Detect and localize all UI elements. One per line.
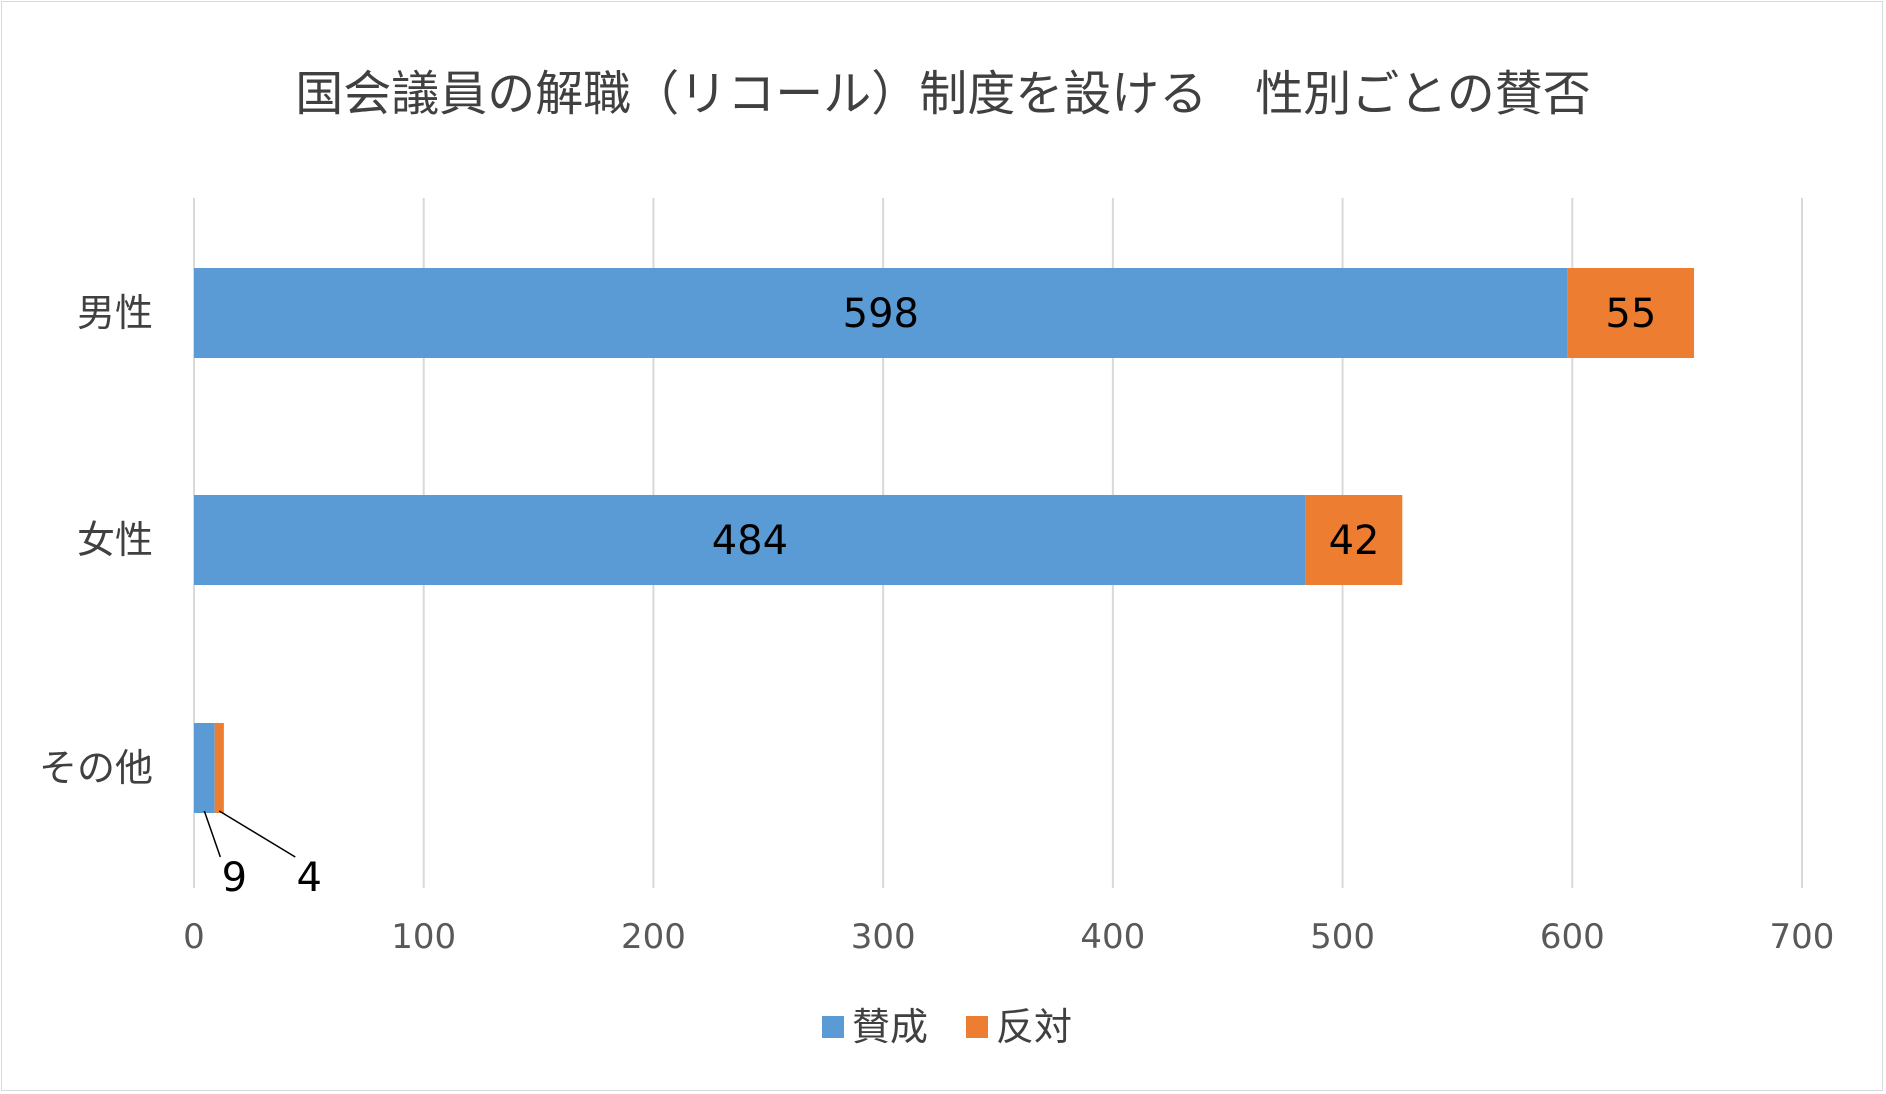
data-label: 42	[1329, 518, 1380, 564]
data-label: 4	[297, 855, 322, 901]
data-label: 484	[712, 518, 788, 564]
legend[interactable]: 賛成 反対	[822, 1005, 1072, 1049]
bar-oppose	[214, 723, 224, 813]
x-tick-label: 400	[1080, 917, 1145, 957]
tick-labels: 0 100 200 300 400 500 600 700	[183, 917, 1834, 957]
x-tick-label: 200	[621, 917, 686, 957]
data-label: 9	[222, 855, 247, 901]
category-label: その他	[39, 746, 153, 790]
chart-title: 国会議員の解職（リコール）制度を設ける 性別ごとの賛否	[295, 66, 1591, 122]
x-tick-label: 0	[183, 917, 205, 957]
data-labels: 598 55 484 42 9 4	[203, 291, 1656, 901]
x-tick-label: 100	[391, 917, 456, 957]
category-label: 女性	[77, 518, 153, 562]
leader-line	[218, 810, 296, 858]
bar-support	[194, 495, 1306, 585]
bar-oppose	[1567, 268, 1695, 358]
x-tick-label: 300	[851, 917, 916, 957]
data-label: 598	[843, 291, 919, 337]
category-label: 男性	[77, 291, 153, 335]
bar-support	[194, 268, 1568, 358]
legend-label: 賛成	[852, 1005, 928, 1049]
bar-oppose	[1305, 495, 1403, 585]
legend-swatch	[822, 1016, 844, 1038]
legend-swatch	[966, 1016, 988, 1038]
bar-support	[194, 723, 215, 813]
x-tick-label: 600	[1540, 917, 1605, 957]
legend-label: 反対	[996, 1005, 1072, 1049]
leader-line	[203, 810, 222, 858]
bars	[194, 268, 1695, 813]
x-tick-label: 700	[1770, 917, 1835, 957]
data-label: 55	[1605, 291, 1656, 337]
x-tick-label: 500	[1310, 917, 1375, 957]
